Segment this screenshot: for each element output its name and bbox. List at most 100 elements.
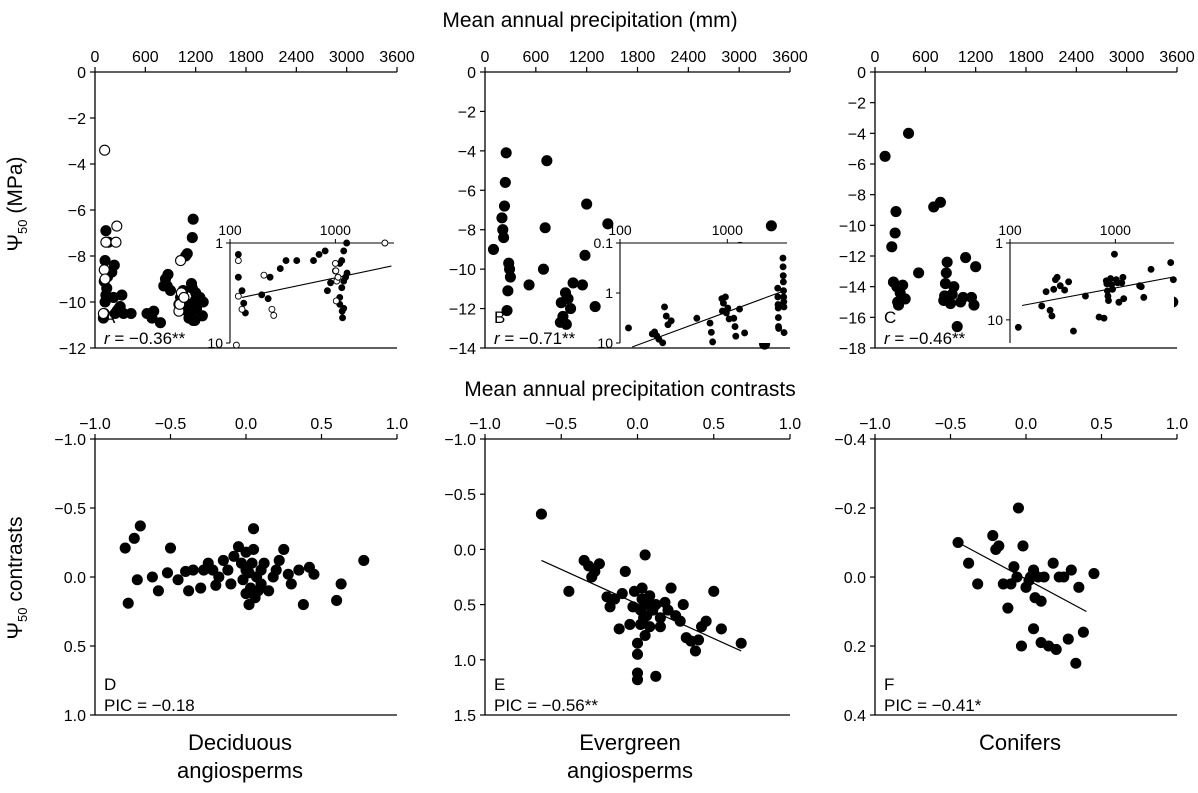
y-tick-label: 0.0 — [454, 542, 476, 559]
svg-text:Evergreen: Evergreen — [579, 730, 681, 755]
data-point — [172, 574, 184, 586]
inset-data-point-open — [270, 311, 278, 319]
inset-data-point-open — [268, 305, 276, 313]
data-point — [539, 222, 551, 234]
data-point — [1077, 626, 1089, 638]
panel-B: 0 600 1200 1800 2400 3000 3600 0 −2 −4 −6 −8 −10 −12 −… — [449, 49, 808, 358]
data-point — [616, 588, 628, 600]
inset-data-point — [775, 324, 783, 332]
inset-data-point — [706, 319, 714, 327]
x-tick-label: 2400 — [279, 49, 315, 66]
y-tick-label: −6 — [68, 203, 86, 220]
y-tick-label: 0.2 — [844, 639, 866, 656]
data-point — [504, 271, 516, 283]
x-tick-label: −0.5 — [545, 416, 577, 433]
inset-data-point — [310, 257, 317, 265]
data-point — [501, 304, 513, 317]
data-point — [689, 645, 702, 657]
x-tick-label: 3600 — [772, 49, 808, 66]
data-point — [644, 590, 656, 602]
panel-label: E — [494, 675, 505, 694]
inset-data-point — [343, 239, 351, 247]
inset-data-point — [1147, 265, 1155, 273]
data-point — [255, 578, 267, 590]
data-point — [523, 279, 535, 291]
x-tick-label: 2400 — [1059, 49, 1095, 66]
x-tick-label: −0.5 — [935, 416, 967, 433]
inset-data-point — [1014, 323, 1022, 331]
x-tick-label: 1200 — [569, 49, 605, 66]
panel-F: −1.0 −0.5 0.0 0.5 1.0 −0.4 −0.2 0.0 0.2 0.4 F PIC =… — [834, 416, 1188, 725]
inset-data-point — [741, 329, 749, 337]
data-point-open — [178, 291, 190, 303]
inset-data-point — [780, 303, 788, 311]
inset-y-tick-label: 1 — [995, 235, 1003, 251]
data-point — [541, 155, 553, 167]
data-point — [181, 248, 193, 260]
data-point — [187, 213, 199, 225]
y-tick-label: −0.5 — [444, 487, 476, 504]
inset-data-point-open — [334, 273, 342, 281]
inset-x-tick-label: 1000 — [712, 222, 743, 238]
y-tick-label: −2 — [68, 111, 86, 128]
data-point — [331, 594, 343, 607]
data-point — [293, 564, 305, 576]
data-point — [562, 293, 574, 305]
x-tick-label: −1.0 — [859, 416, 891, 433]
x-tick-label: −1.0 — [79, 416, 111, 433]
stat-label: r = −0.46** — [884, 329, 966, 348]
inset-y-tick-label: 1 — [215, 235, 223, 251]
inset-data-point — [662, 312, 670, 320]
data-point — [951, 320, 963, 333]
data-point — [677, 599, 689, 611]
inset-data-point — [266, 273, 274, 281]
data-point — [879, 150, 891, 162]
y-tick-label: 0 — [77, 65, 86, 82]
data-point — [636, 582, 648, 594]
data-point — [148, 305, 160, 317]
inset-x-tick-label: 100 — [608, 222, 632, 238]
data-point — [987, 530, 999, 542]
inset-data-point — [774, 293, 782, 301]
data-point — [899, 293, 911, 305]
column-label-1: Deciduous angiosperms — [177, 730, 303, 783]
data-point — [161, 280, 173, 292]
inset-data-point — [659, 339, 667, 347]
inset-data-point — [1042, 288, 1050, 296]
data-point — [222, 564, 234, 576]
x-tick-label: 0 — [91, 49, 100, 66]
data-point — [225, 578, 237, 590]
x-tick-label: 600 — [912, 49, 939, 66]
inset-data-point — [321, 247, 329, 255]
inset-data-point-open — [238, 305, 246, 313]
data-point — [613, 623, 625, 635]
y-tick-label: −4 — [68, 157, 86, 174]
x-tick-label: 3000 — [329, 49, 365, 66]
data-point — [1011, 571, 1023, 583]
x-tick-label: 0 — [481, 49, 490, 66]
data-point — [903, 127, 915, 139]
inset-data-point — [1120, 295, 1128, 303]
inset-data-point — [240, 299, 248, 307]
inset-data-point — [343, 269, 351, 277]
data-point — [963, 557, 975, 569]
column-label-3: Conifers — [979, 730, 1061, 755]
x-tick-label: 0.5 — [703, 416, 725, 433]
data-point — [1012, 502, 1025, 514]
data-point — [631, 637, 644, 649]
inset-background — [620, 243, 787, 343]
panel-C: 0 600 1200 1800 2400 3000 3600 0 −2 −4 −6 −8 −10 −12 −… — [839, 49, 1195, 358]
inset-data-point — [339, 314, 347, 322]
data-point — [108, 259, 120, 271]
inset-data-point — [774, 284, 782, 292]
data-point-open — [97, 307, 109, 320]
panel-E: −1.0 −0.5 0.0 0.5 1.0 −1.0 −0.5 0.0 0.5 1.0 1.5 E PI… — [444, 416, 801, 725]
data-point — [308, 568, 320, 580]
data-point — [1008, 561, 1020, 573]
inset-A: 100 1000 1 10 — [207, 222, 394, 351]
inset-y-tick-label: 10 — [597, 335, 613, 351]
inset-data-point-open — [260, 271, 268, 279]
inset-data-point — [1119, 273, 1127, 281]
inset-data-point — [1107, 275, 1115, 282]
data-point — [708, 585, 720, 597]
